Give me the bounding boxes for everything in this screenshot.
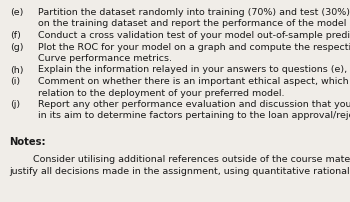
Text: Notes:: Notes: bbox=[9, 136, 46, 146]
Text: Partition the dataset randomly into training (70%) and test (30%) samples. Fit y: Partition the dataset randomly into trai… bbox=[38, 8, 350, 17]
Text: Curve performance metrics.: Curve performance metrics. bbox=[38, 54, 173, 63]
Text: (h): (h) bbox=[10, 65, 24, 74]
Text: Plot the ROC for your model on a graph and compute the respective AUCs, Area Und: Plot the ROC for your model on a graph a… bbox=[38, 42, 350, 51]
Text: Comment on whether there is an important ethical aspect, which should be conside: Comment on whether there is an important… bbox=[38, 77, 350, 86]
Text: Consider utilising additional references outside of the course material. Ensure : Consider utilising additional references… bbox=[9, 155, 350, 164]
Text: (i): (i) bbox=[10, 77, 21, 86]
Text: (g): (g) bbox=[10, 42, 24, 51]
Text: relation to the deployment of your preferred model.: relation to the deployment of your prefe… bbox=[38, 88, 285, 97]
Text: (j): (j) bbox=[10, 100, 21, 108]
Text: in its aim to determine factors pertaining to the loan approval/rejection rate.: in its aim to determine factors pertaini… bbox=[38, 111, 350, 120]
Text: Report any other performance evaluation and discussion that you view as useful t: Report any other performance evaluation … bbox=[38, 100, 350, 108]
Text: Explain the information relayed in your answers to questions (e), (f) and (g).: Explain the information relayed in your … bbox=[38, 65, 350, 74]
Text: (f): (f) bbox=[10, 31, 21, 40]
Text: justify all decisions made in the assignment, using quantitative rationale where: justify all decisions made in the assign… bbox=[9, 166, 350, 175]
Text: Conduct a cross validation test of your model out-of-sample prediction performan: Conduct a cross validation test of your … bbox=[38, 31, 350, 40]
Text: on the training dataset and report the performance of the model in the test set.: on the training dataset and report the p… bbox=[38, 19, 350, 28]
Text: (e): (e) bbox=[10, 8, 24, 17]
